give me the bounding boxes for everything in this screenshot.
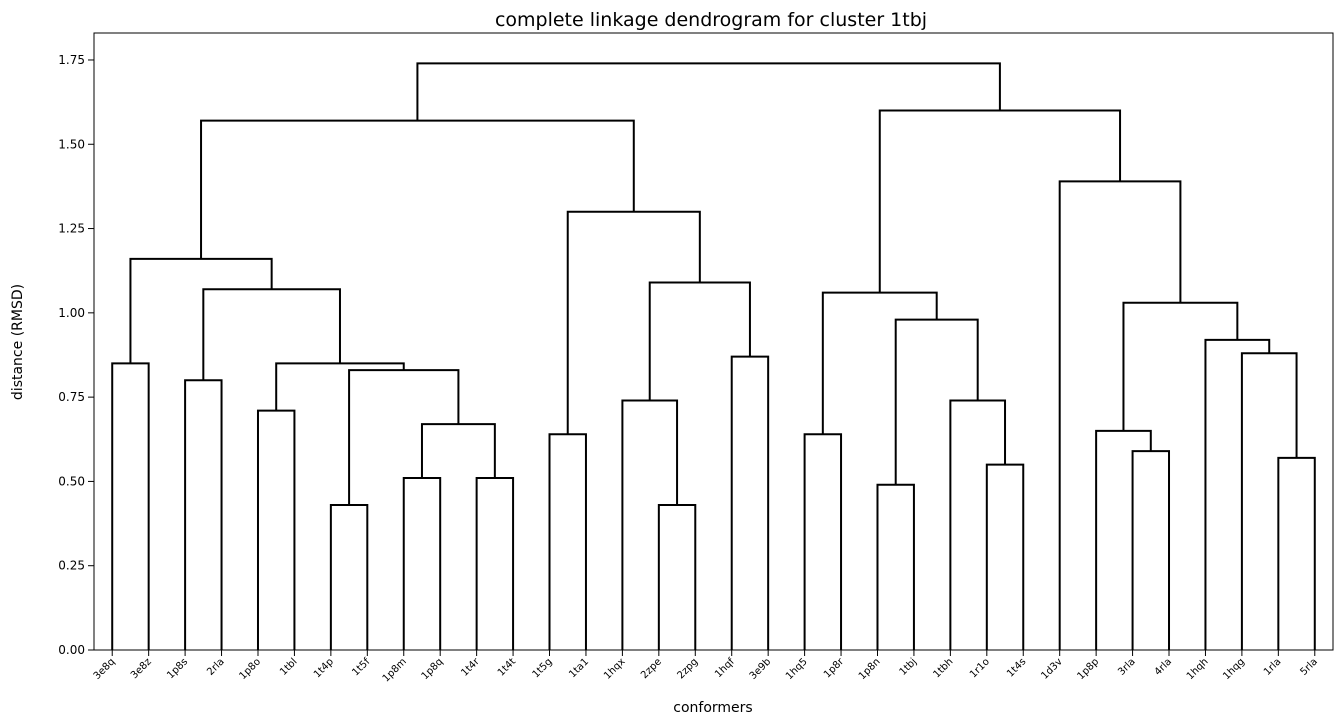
dendrogram-link [111,362,150,650]
leaf-label: 2zpe [639,656,664,681]
y-tick-label: 1.00 [58,306,85,320]
dendrogram-link [621,399,679,650]
leaf-label: 1p8m [381,656,409,684]
dendrogram-link [202,288,341,381]
dendrogram-link [821,291,938,435]
leaf-label: 1ta1 [567,656,591,680]
dendrogram-link [129,257,273,364]
leaf-label: 3e8q [92,656,118,682]
dendrogram-link [566,210,701,435]
leaf-label: 1t4r [459,656,482,679]
y-tick-label: 0.75 [58,390,85,404]
dendrogram-link [730,355,770,650]
leaf-label: 1t4p [312,656,336,680]
dendrogram-link [803,433,843,650]
leaf-label: 1p8o [238,656,264,682]
leaf-label: 3rla [1116,656,1137,677]
leaf-label: 1rla [1262,656,1283,677]
dendrogram-link [420,423,496,479]
plot-frame [93,32,1334,651]
dendrogram-link [1095,429,1152,650]
leaf-label: 1t4t [496,656,518,678]
dendrogram-link [184,379,223,650]
y-tick-label: 0.25 [58,559,85,573]
dendrogram-links [111,62,1316,650]
dendrogram-link [876,483,915,650]
leaf-label: 1t5f [350,656,372,678]
leaf-label: 2rla [205,656,226,677]
dendrogram-link [200,119,635,259]
dendrogram-link [949,399,1007,650]
dendrogram-link [1058,180,1182,650]
leaf-label: 1p8r [822,656,847,681]
dendrogram-link [648,281,751,401]
leaf-label: 3e9b [748,656,774,682]
dendrogram-link [475,477,515,650]
dendrogram-link [1204,338,1271,650]
y-tick-label: 1.50 [58,137,85,151]
x-axis-label: conformers [673,700,752,716]
leaf-label: 1tbh [931,656,955,680]
chart-title: complete linkage dendrogram for cluster … [495,9,927,31]
dendrogram-link [1122,301,1239,431]
leaf-label: 4rla [1153,656,1174,677]
leaf-label: 1hqx [602,656,627,681]
leaf-label: 1p8q [420,656,446,682]
dendrogram-link [657,504,697,650]
dendrogram-link [548,433,587,650]
leaf-label: 1tbj [898,656,920,678]
dendrogram-link [256,409,296,650]
x-axis-ticks: 3e8q 3e8z 1p8s 2rla 1p8o 1tbl 1t4p 1t5f 1p8m 1p8q… [92,650,1320,685]
leaf-label: 1hqg [1221,656,1247,682]
leaf-label: 1tbl [278,656,300,678]
leaf-label: 1p8n [857,656,883,682]
y-axis-label: distance (RMSD) [10,284,26,400]
leaf-label: 1t5g [531,656,555,680]
dendrogram-link [329,504,369,650]
leaf-label: 3e8z [129,656,154,681]
dendrogram-link [894,318,979,485]
leaf-label: 1p8s [165,656,190,681]
y-tick-label: 0.00 [58,643,85,657]
y-tick-label: 1.75 [58,53,85,67]
dendrogram-link [878,109,1122,293]
dendrogram-link [985,463,1025,650]
dendrogram-link [1240,352,1298,650]
leaf-label: 1t4s [1005,656,1028,679]
leaf-label: 1hqh [1185,656,1211,682]
y-axis-ticks: 0.00 0.25 0.50 0.75 1.00 1.25 1.50 1.75 [58,53,94,657]
y-tick-label: 0.50 [58,474,85,488]
dendrogram-link [416,62,1001,121]
dendrogram-link [1277,456,1316,650]
dendrogram-link [1131,450,1171,650]
y-tick-label: 1.25 [58,222,85,236]
leaf-label: 1hq5 [784,656,810,682]
leaf-label: 5rla [1298,656,1319,677]
leaf-label: 2zpg [675,656,700,681]
leaf-label: 1p8p [1075,656,1101,682]
leaf-label: 1hqf [713,656,737,680]
leaf-label: 1d3v [1039,656,1065,682]
dendrogram-link [402,477,442,650]
leaf-label: 1r1o [968,656,992,680]
